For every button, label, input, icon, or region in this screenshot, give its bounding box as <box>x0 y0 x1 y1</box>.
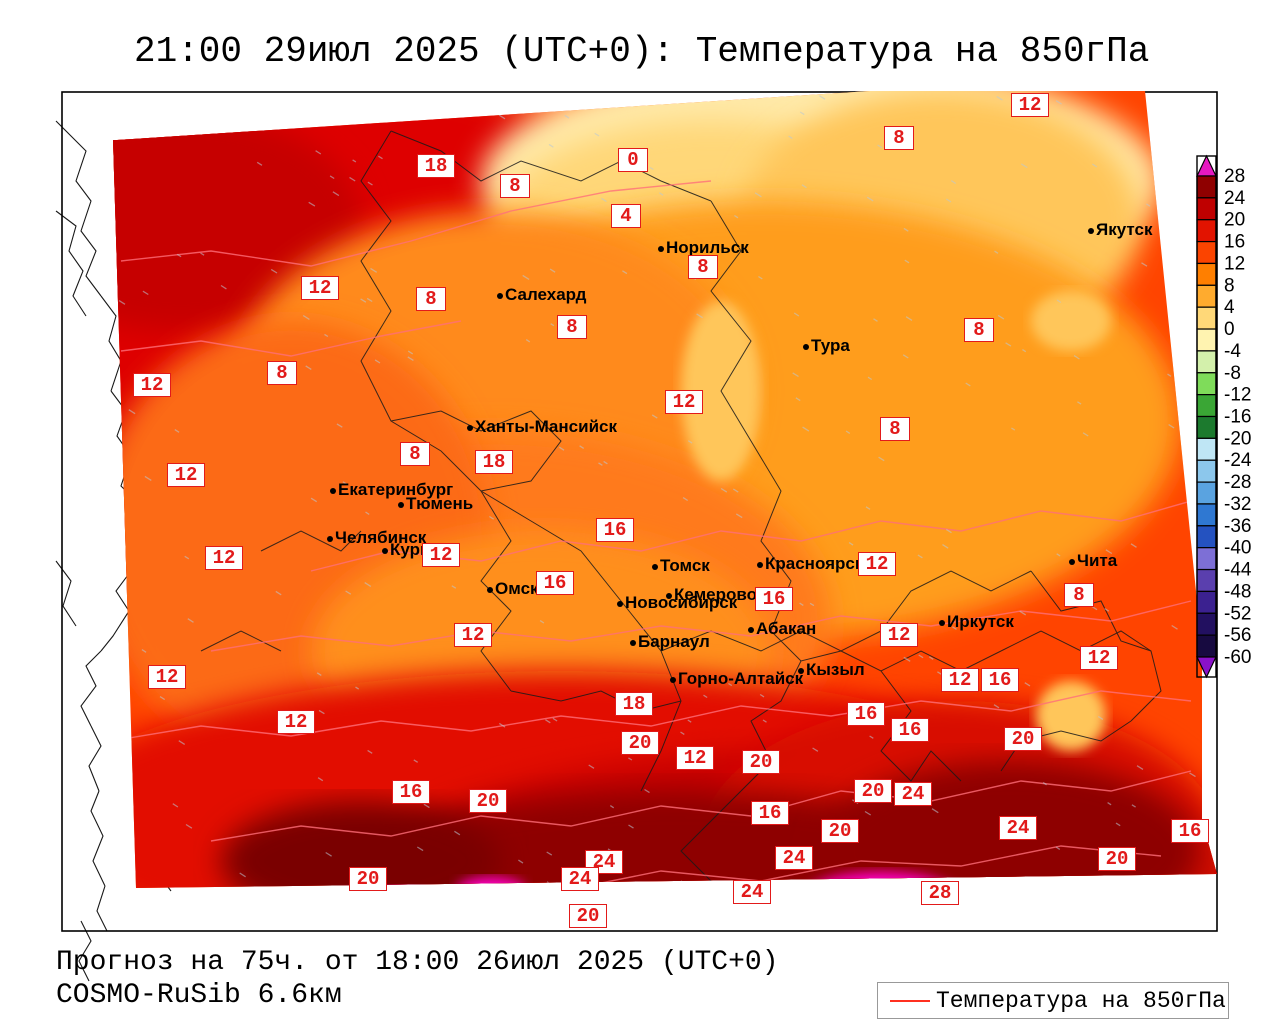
svg-text:-8: -8 <box>1224 363 1241 384</box>
svg-text:8: 8 <box>1224 275 1235 296</box>
svg-text:-36: -36 <box>1224 516 1251 537</box>
svg-text:4: 4 <box>1224 297 1235 318</box>
svg-text:-52: -52 <box>1224 603 1251 624</box>
svg-text:-40: -40 <box>1224 538 1251 559</box>
svg-text:-56: -56 <box>1224 625 1251 646</box>
svg-text:-16: -16 <box>1224 407 1251 428</box>
svg-text:-12: -12 <box>1224 385 1251 406</box>
svg-text:16: 16 <box>1224 232 1245 253</box>
svg-text:28: 28 <box>1224 166 1245 187</box>
svg-text:12: 12 <box>1224 253 1245 274</box>
svg-text:20: 20 <box>1224 210 1245 231</box>
svg-text:-24: -24 <box>1224 450 1252 471</box>
svg-text:-32: -32 <box>1224 494 1251 515</box>
svg-text:-44: -44 <box>1224 560 1252 581</box>
svg-text:-4: -4 <box>1224 341 1241 362</box>
svg-text:-48: -48 <box>1224 581 1251 602</box>
svg-text:-60: -60 <box>1224 647 1251 668</box>
svg-text:24: 24 <box>1224 188 1246 209</box>
svg-text:-28: -28 <box>1224 472 1251 493</box>
svg-text:0: 0 <box>1224 319 1235 340</box>
svg-text:-20: -20 <box>1224 428 1251 449</box>
